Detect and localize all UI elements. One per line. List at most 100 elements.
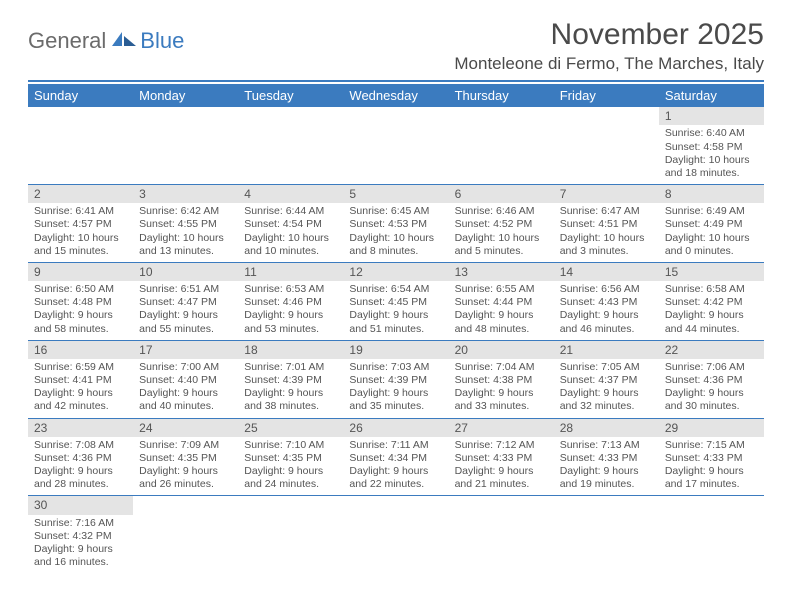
- day-line-sr: Sunrise: 6:53 AM: [244, 283, 337, 296]
- calendar-cell: [238, 107, 343, 184]
- calendar-cell: 11Sunrise: 6:53 AMSunset: 4:46 PMDayligh…: [238, 262, 343, 340]
- day-details: Sunrise: 7:09 AMSunset: 4:35 PMDaylight:…: [133, 437, 238, 496]
- day-line-sr: Sunrise: 7:13 AM: [560, 439, 653, 452]
- day-line-sr: Sunrise: 7:16 AM: [34, 517, 127, 530]
- day-details: Sunrise: 7:11 AMSunset: 4:34 PMDaylight:…: [343, 437, 448, 496]
- day-line-d1: Daylight: 10 hours: [34, 232, 127, 245]
- calendar-cell: 20Sunrise: 7:04 AMSunset: 4:38 PMDayligh…: [449, 340, 554, 418]
- day-line-sr: Sunrise: 7:05 AM: [560, 361, 653, 374]
- day-details: Sunrise: 6:46 AMSunset: 4:52 PMDaylight:…: [449, 203, 554, 262]
- day-line-d1: Daylight: 10 hours: [665, 154, 758, 167]
- calendar-cell: 14Sunrise: 6:56 AMSunset: 4:43 PMDayligh…: [554, 262, 659, 340]
- day-line-ss: Sunset: 4:48 PM: [34, 296, 127, 309]
- day-line-d1: Daylight: 9 hours: [34, 465, 127, 478]
- day-line-sr: Sunrise: 6:40 AM: [665, 127, 758, 140]
- day-line-sr: Sunrise: 7:09 AM: [139, 439, 232, 452]
- day-line-d2: and 55 minutes.: [139, 323, 232, 336]
- day-number: 25: [238, 419, 343, 437]
- day-line-sr: Sunrise: 7:12 AM: [455, 439, 548, 452]
- day-details: Sunrise: 6:42 AMSunset: 4:55 PMDaylight:…: [133, 203, 238, 262]
- calendar-cell: [659, 496, 764, 573]
- day-line-ss: Sunset: 4:32 PM: [34, 530, 127, 543]
- day-details: Sunrise: 6:41 AMSunset: 4:57 PMDaylight:…: [28, 203, 133, 262]
- calendar-cell: 30Sunrise: 7:16 AMSunset: 4:32 PMDayligh…: [28, 496, 133, 573]
- calendar-cell: 4Sunrise: 6:44 AMSunset: 4:54 PMDaylight…: [238, 184, 343, 262]
- day-line-ss: Sunset: 4:36 PM: [665, 374, 758, 387]
- day-line-d2: and 38 minutes.: [244, 400, 337, 413]
- day-line-d1: Daylight: 10 hours: [455, 232, 548, 245]
- weekday-header: Sunday: [28, 84, 133, 107]
- day-number: 6: [449, 185, 554, 203]
- day-details: Sunrise: 6:44 AMSunset: 4:54 PMDaylight:…: [238, 203, 343, 262]
- weekday-header: Friday: [554, 84, 659, 107]
- calendar-cell: 16Sunrise: 6:59 AMSunset: 4:41 PMDayligh…: [28, 340, 133, 418]
- day-number: 18: [238, 341, 343, 359]
- day-line-ss: Sunset: 4:45 PM: [349, 296, 442, 309]
- day-number: 7: [554, 185, 659, 203]
- day-line-d1: Daylight: 10 hours: [139, 232, 232, 245]
- day-details: Sunrise: 6:54 AMSunset: 4:45 PMDaylight:…: [343, 281, 448, 340]
- day-number: 21: [554, 341, 659, 359]
- day-line-d2: and 8 minutes.: [349, 245, 442, 258]
- day-number: 19: [343, 341, 448, 359]
- day-line-d1: Daylight: 9 hours: [139, 309, 232, 322]
- day-line-d1: Daylight: 9 hours: [349, 387, 442, 400]
- title-month: November 2025: [454, 18, 764, 52]
- calendar-cell: [343, 107, 448, 184]
- day-line-ss: Sunset: 4:49 PM: [665, 218, 758, 231]
- day-line-sr: Sunrise: 6:59 AM: [34, 361, 127, 374]
- weekday-header: Tuesday: [238, 84, 343, 107]
- day-line-d2: and 3 minutes.: [560, 245, 653, 258]
- day-line-sr: Sunrise: 6:55 AM: [455, 283, 548, 296]
- day-line-sr: Sunrise: 7:11 AM: [349, 439, 442, 452]
- weekday-header: Thursday: [449, 84, 554, 107]
- day-line-sr: Sunrise: 6:45 AM: [349, 205, 442, 218]
- day-line-d2: and 5 minutes.: [455, 245, 548, 258]
- day-details: Sunrise: 7:04 AMSunset: 4:38 PMDaylight:…: [449, 359, 554, 418]
- calendar-cell: [554, 107, 659, 184]
- day-details: Sunrise: 7:16 AMSunset: 4:32 PMDaylight:…: [28, 515, 133, 574]
- day-details: Sunrise: 7:15 AMSunset: 4:33 PMDaylight:…: [659, 437, 764, 496]
- day-line-ss: Sunset: 4:33 PM: [665, 452, 758, 465]
- day-line-d1: Daylight: 10 hours: [244, 232, 337, 245]
- day-details: Sunrise: 6:51 AMSunset: 4:47 PMDaylight:…: [133, 281, 238, 340]
- day-line-d1: Daylight: 9 hours: [244, 387, 337, 400]
- title-location: Monteleone di Fermo, The Marches, Italy: [454, 54, 764, 74]
- day-number: 15: [659, 263, 764, 281]
- day-line-d2: and 48 minutes.: [455, 323, 548, 336]
- day-line-d1: Daylight: 9 hours: [139, 387, 232, 400]
- day-line-d1: Daylight: 9 hours: [560, 387, 653, 400]
- day-line-d1: Daylight: 9 hours: [34, 309, 127, 322]
- day-line-ss: Sunset: 4:43 PM: [560, 296, 653, 309]
- day-number: 5: [343, 185, 448, 203]
- calendar-cell: 7Sunrise: 6:47 AMSunset: 4:51 PMDaylight…: [554, 184, 659, 262]
- calendar-week: 23Sunrise: 7:08 AMSunset: 4:36 PMDayligh…: [28, 418, 764, 496]
- day-line-d1: Daylight: 9 hours: [139, 465, 232, 478]
- calendar-cell: [238, 496, 343, 573]
- day-line-sr: Sunrise: 6:58 AM: [665, 283, 758, 296]
- day-line-sr: Sunrise: 6:47 AM: [560, 205, 653, 218]
- calendar-cell: [449, 496, 554, 573]
- day-line-d2: and 10 minutes.: [244, 245, 337, 258]
- day-line-ss: Sunset: 4:34 PM: [349, 452, 442, 465]
- day-line-d2: and 17 minutes.: [665, 478, 758, 491]
- calendar-cell: [449, 107, 554, 184]
- calendar-cell: 5Sunrise: 6:45 AMSunset: 4:53 PMDaylight…: [343, 184, 448, 262]
- day-line-d2: and 18 minutes.: [665, 167, 758, 180]
- day-line-ss: Sunset: 4:41 PM: [34, 374, 127, 387]
- day-line-ss: Sunset: 4:38 PM: [455, 374, 548, 387]
- day-line-d2: and 22 minutes.: [349, 478, 442, 491]
- day-line-ss: Sunset: 4:39 PM: [244, 374, 337, 387]
- calendar-cell: 19Sunrise: 7:03 AMSunset: 4:39 PMDayligh…: [343, 340, 448, 418]
- weekday-header: Saturday: [659, 84, 764, 107]
- logo: General Blue: [28, 18, 184, 54]
- day-number: 9: [28, 263, 133, 281]
- day-details: Sunrise: 6:58 AMSunset: 4:42 PMDaylight:…: [659, 281, 764, 340]
- day-line-d1: Daylight: 10 hours: [349, 232, 442, 245]
- day-number: 13: [449, 263, 554, 281]
- day-details: Sunrise: 6:50 AMSunset: 4:48 PMDaylight:…: [28, 281, 133, 340]
- logo-sail-icon: [110, 28, 138, 46]
- day-line-ss: Sunset: 4:58 PM: [665, 141, 758, 154]
- calendar-cell: [133, 496, 238, 573]
- day-line-sr: Sunrise: 6:49 AM: [665, 205, 758, 218]
